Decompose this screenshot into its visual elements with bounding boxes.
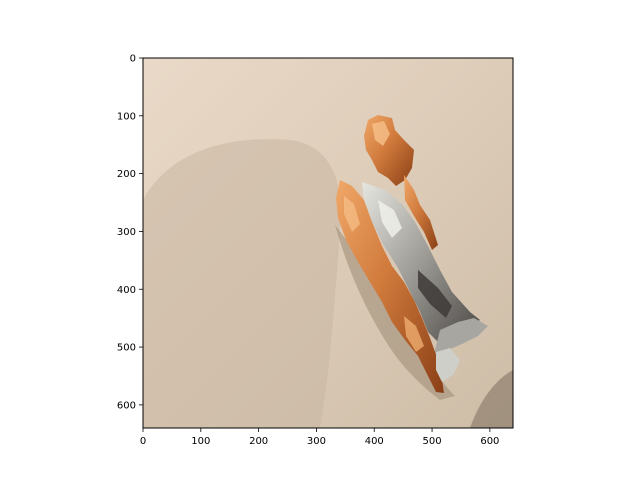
foil-orange-right [404,175,438,250]
axes-frame [142,57,514,429]
y-tick-label: 100 [117,111,136,122]
x-axis: 0 100 200 300 400 500 600 [140,428,499,447]
y-tick-label: 600 [117,400,136,411]
photo-image [143,58,513,428]
y-tick-label: 400 [117,285,136,296]
foil-orange-left-highlight [344,196,360,232]
foil-silver-highlight [378,200,402,238]
foil-orange-top-highlight [372,121,390,146]
y-tick-label: 300 [117,227,136,238]
x-tick-label: 0 [140,436,146,447]
foil-silver-dark-fold [418,270,452,318]
x-tick-label: 400 [365,436,384,447]
y-tick-label: 200 [117,169,136,180]
x-tick-label: 500 [423,436,442,447]
y-tick-label: 0 [130,54,136,65]
x-tick-label: 300 [307,436,326,447]
bottom-right-shadow [470,370,513,428]
foil-silver-bottom [436,348,460,382]
x-tick-label: 600 [480,436,499,447]
left-shadow [143,139,341,428]
x-tick-label: 200 [249,436,268,447]
foil-orange-lower-highlight [404,316,424,352]
x-tick-label: 100 [191,436,210,447]
y-axis: 0 100 200 300 400 500 600 [117,54,143,411]
y-tick-label: 500 [117,343,136,354]
